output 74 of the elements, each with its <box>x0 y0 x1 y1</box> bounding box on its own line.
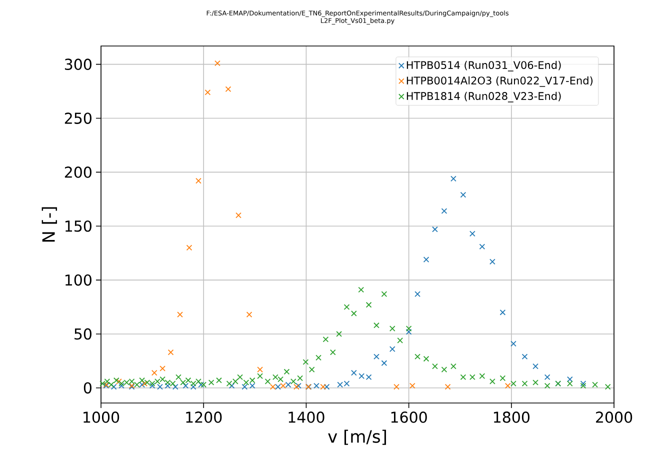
point <box>324 384 330 390</box>
point <box>469 230 476 237</box>
point <box>242 384 248 390</box>
point <box>228 382 235 389</box>
point <box>285 382 292 388</box>
point <box>190 384 196 390</box>
point <box>350 370 357 376</box>
point <box>275 384 281 390</box>
y-tick-label: 150 <box>65 220 92 232</box>
point <box>500 309 506 316</box>
x-tick-label: 2000 <box>596 412 632 423</box>
point <box>236 212 242 218</box>
legend-label: HTPB0514 (Run031_V06-End) <box>406 60 561 72</box>
point <box>186 244 192 251</box>
point <box>432 226 438 232</box>
legend-label: HTPB0014Al2O3 (Run022_V17-End) <box>406 76 593 87</box>
point <box>249 382 256 389</box>
point <box>198 382 204 388</box>
y-tick-label: 0 <box>84 382 92 394</box>
x-tick-label: 1600 <box>391 412 427 423</box>
legend-label: HTPB1814 (Run028_V23-End) <box>406 92 561 102</box>
point <box>110 384 117 390</box>
point <box>314 382 320 389</box>
point <box>510 340 516 347</box>
point <box>544 374 550 380</box>
x-tick-label: 1800 <box>494 412 530 423</box>
point <box>164 382 171 389</box>
x-axis-title: v [m/s] <box>328 430 386 445</box>
point <box>566 376 573 382</box>
y-tick-label: 200 <box>64 166 92 178</box>
point <box>151 370 158 376</box>
point <box>374 354 380 360</box>
point <box>177 312 183 318</box>
point <box>441 208 448 214</box>
point <box>160 366 166 372</box>
point <box>204 89 211 96</box>
point <box>168 349 174 356</box>
point <box>414 291 420 297</box>
y-tick-label: 100 <box>65 274 92 286</box>
point <box>479 244 486 250</box>
point <box>172 384 178 390</box>
point <box>157 384 163 390</box>
y-tick-label: 300 <box>64 58 92 70</box>
point <box>214 60 220 66</box>
point <box>257 366 263 372</box>
point <box>450 176 456 182</box>
point <box>139 382 145 388</box>
point <box>280 382 286 389</box>
point <box>225 86 232 92</box>
point <box>409 382 416 389</box>
y-axis-title: N [-] <box>42 207 57 242</box>
point <box>490 258 496 265</box>
point <box>504 382 511 389</box>
point <box>116 378 122 384</box>
point <box>460 192 466 198</box>
point <box>423 256 430 262</box>
x-tick-label: 1200 <box>186 412 222 423</box>
point <box>522 354 528 360</box>
x-tick-label: 1000 <box>84 412 120 423</box>
y-tick-label: 250 <box>64 112 92 124</box>
point <box>182 382 189 389</box>
point <box>532 363 538 370</box>
point <box>196 178 202 184</box>
point <box>246 312 252 318</box>
y-tick-label: 50 <box>74 328 92 340</box>
point <box>406 328 412 335</box>
point <box>142 380 148 387</box>
point <box>389 346 396 352</box>
point <box>270 384 276 390</box>
point <box>320 384 326 390</box>
point <box>444 384 451 390</box>
point <box>381 360 388 366</box>
point <box>394 384 400 390</box>
x-tick-label: 1400 <box>288 412 324 423</box>
